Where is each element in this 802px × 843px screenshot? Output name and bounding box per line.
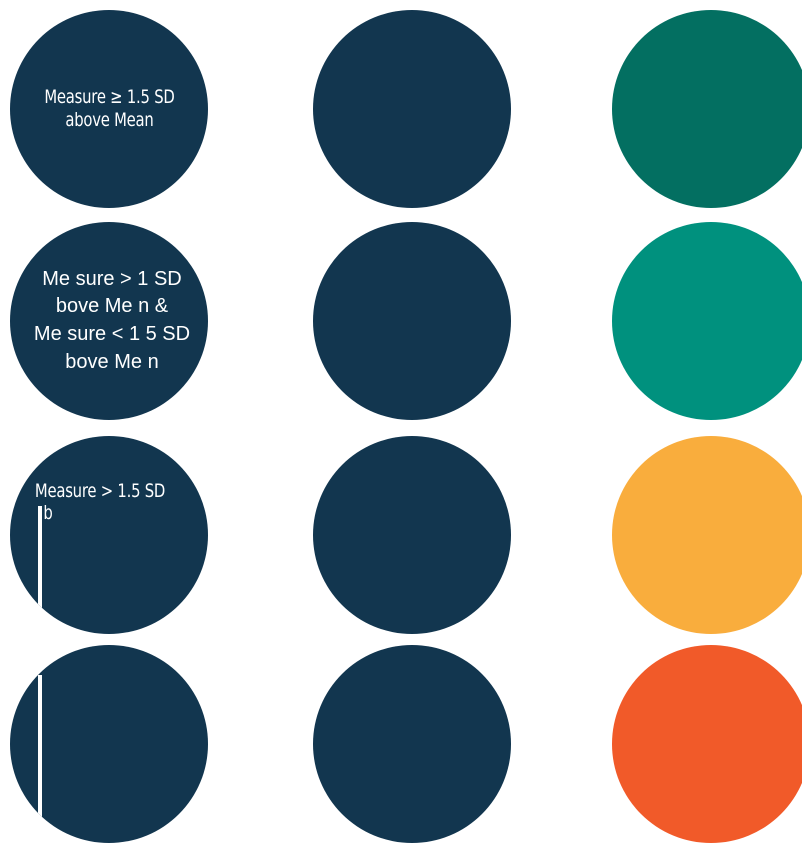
blank-circle-4 [313,645,511,843]
label-circle-1: Measure ≥ 1.5 SD above Mean [10,10,208,208]
glitch-bar-3 [38,506,42,634]
label-text-3: Measure > 1.5 SD [34,480,166,502]
label-fragment-3: b [43,502,53,524]
color-swatch-4 [612,645,802,843]
color-swatch-1 [612,10,802,208]
label-circle-4 [10,645,208,843]
color-swatch-2 [612,222,802,420]
blank-circle-2 [313,222,511,420]
label-text-2: Me sure > 1 SD bove Me n & Me sure < 1 5… [33,267,191,373]
label-text-1: Measure ≥ 1.5 SD above Mean [43,86,175,131]
color-swatch-3 [612,436,802,634]
blank-circle-3 [313,436,511,634]
label-circle-2: Me sure > 1 SD bove Me n & Me sure < 1 5… [10,222,208,420]
glitch-bar-4 [38,675,42,843]
label-circle-3: Measure > 1.5 SD b [10,436,208,634]
blank-circle-1 [313,10,511,208]
